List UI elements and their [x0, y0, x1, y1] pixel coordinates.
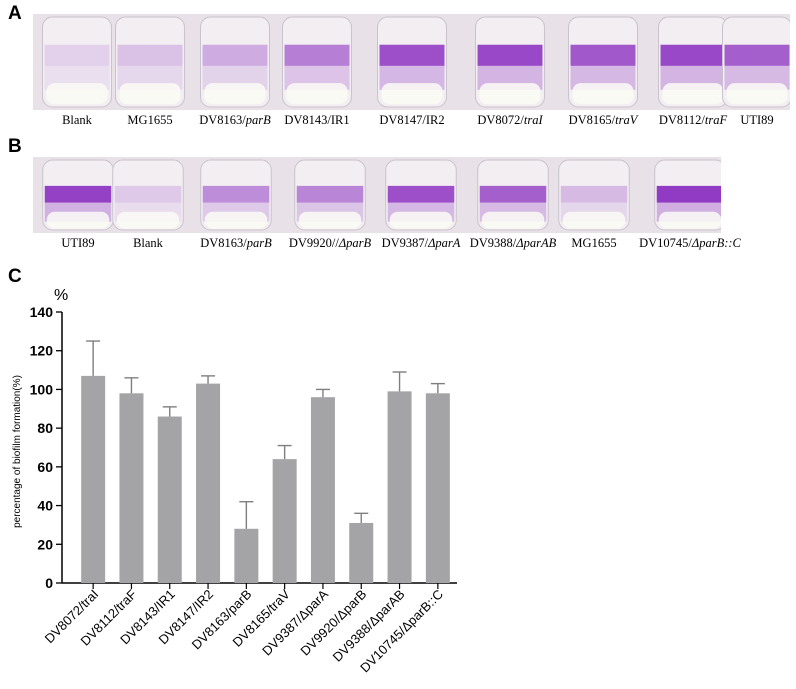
panel-b-well	[200, 159, 272, 231]
panel-b-well-label: Blank	[133, 236, 163, 250]
panel-a-well-bottom	[381, 83, 443, 105]
panel-a-stain-band	[44, 44, 110, 66]
panel-b-well-label: DV9387/ΔparA	[381, 236, 461, 250]
panel-b-well-label: UTI89	[61, 236, 95, 250]
panel-a-stain-band	[117, 44, 183, 66]
panel-a-well-bottom	[46, 83, 108, 105]
bar	[272, 459, 297, 583]
panel-b-stain-band	[560, 185, 628, 203]
panel-b-stain-band	[44, 185, 112, 203]
bar	[349, 522, 374, 583]
bar	[387, 391, 412, 583]
panel-a-well-label: DV8163/parB	[199, 113, 271, 127]
panel-a-stain-band	[379, 44, 445, 66]
panel-b-well-photo	[33, 157, 721, 233]
panel-a-well-label: DV8165/traV	[568, 113, 638, 127]
panel-label-c: C	[8, 266, 22, 287]
panel-b-well	[654, 159, 721, 231]
panel-a-stain-band	[660, 44, 726, 66]
panel-b-stain-band	[296, 185, 364, 203]
panel-a-well-label: DV8112/traF	[658, 113, 728, 127]
bar	[157, 416, 182, 583]
panel-b-well	[112, 159, 184, 231]
panel-b-well-bottom	[298, 211, 362, 229]
panel-b-well-label: DV8163/parB	[200, 236, 272, 250]
panel-a-stain-band	[724, 44, 790, 66]
panel-a-well-label: Blank	[62, 113, 92, 127]
panel-a-well-bottom	[726, 83, 788, 105]
panel-b-well-bottom	[562, 211, 626, 229]
panel-b-well	[385, 159, 457, 231]
panel-a-well	[282, 16, 352, 108]
panel-a-stain-band	[570, 44, 636, 66]
y-tick-label: 80	[37, 420, 53, 436]
panel-a-well	[115, 16, 185, 108]
panel-a-stain-band	[477, 44, 543, 66]
y-tick-label: 40	[37, 498, 53, 514]
panel-b-wells-svg	[33, 157, 721, 233]
panel-b-well-label: DV9920//ΔparB	[288, 236, 372, 250]
y-tick-label: 20	[37, 536, 53, 552]
panel-b-stain-band	[202, 185, 270, 203]
panel-b-well-label: DV10745/ΔparB::C	[639, 236, 741, 250]
panel-a-well	[42, 16, 112, 108]
panel-a-well	[658, 16, 728, 108]
bar	[81, 375, 106, 583]
panel-a-stain-band	[284, 44, 350, 66]
bar	[425, 393, 450, 583]
panel-a-well-bottom	[119, 83, 181, 105]
panel-a-well	[200, 16, 270, 108]
panel-b-well	[294, 159, 366, 231]
panel-b-stain-band	[656, 185, 721, 203]
y-unit-label: %	[54, 287, 69, 304]
y-axis-title: percentage of biofilm formation(%)	[12, 375, 23, 528]
x-tick-label: DV9387/ΔparA	[259, 586, 331, 658]
panel-b-well-bottom	[46, 211, 110, 229]
panel-b-well-bottom	[481, 211, 545, 229]
panel-b-stain-band	[114, 185, 182, 203]
panel-a-well	[377, 16, 447, 108]
panel-a-well-bottom	[286, 83, 348, 105]
panel-b-well-label: MG1655	[571, 236, 617, 250]
panel-a-well-bottom	[572, 83, 634, 105]
panel-b-stain-band	[387, 185, 455, 203]
panel-b-well	[558, 159, 630, 231]
panel-a-well-label: MG1655	[127, 113, 173, 127]
panel-a-stain-band	[202, 44, 268, 66]
bar	[119, 393, 144, 583]
panel-a-well-bottom	[479, 83, 541, 105]
panel-a-well-label: UTI89	[740, 113, 774, 127]
bar	[196, 383, 221, 583]
panel-b-well-bottom	[116, 211, 180, 229]
y-tick-label: 140	[30, 304, 54, 320]
panel-a-well-bottom	[204, 83, 266, 105]
y-tick-label: 0	[45, 575, 53, 591]
panel-a-well-label: DV8072/traI	[477, 113, 543, 127]
x-tick-label: DV9920/ΔparB	[297, 587, 369, 659]
panel-label-a: A	[8, 3, 22, 24]
panel-b-well	[42, 159, 114, 231]
panel-a-well	[722, 16, 790, 108]
panel-label-b: B	[8, 136, 22, 157]
panel-b-well-label: DV9388/ΔparAB	[469, 236, 557, 250]
panel-b-well-bottom	[658, 211, 721, 229]
y-tick-label: 120	[30, 343, 54, 359]
panel-b-well	[477, 159, 549, 231]
y-tick-label: 100	[30, 381, 54, 397]
panel-a-well-photo	[33, 14, 790, 110]
panel-b-well-bottom	[389, 211, 453, 229]
panel-a-well	[568, 16, 638, 108]
panel-a-well	[475, 16, 545, 108]
panel-a-wells-svg	[33, 14, 790, 110]
panel-a-well-bottom	[662, 83, 724, 105]
bar	[310, 397, 335, 583]
panel-b-well-bottom	[204, 211, 268, 229]
panel-a-well-label: DV8143/IR1	[284, 113, 350, 127]
panel-b-stain-band	[479, 185, 547, 203]
bar	[234, 528, 259, 583]
y-tick-label: 60	[37, 459, 53, 475]
panel-a-well-label: DV8147/IR2	[379, 113, 445, 127]
